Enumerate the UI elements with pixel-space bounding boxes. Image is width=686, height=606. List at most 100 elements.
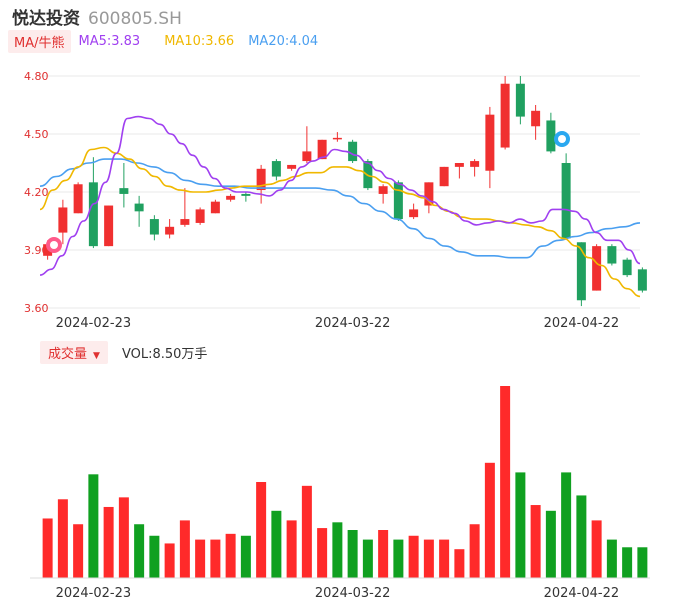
candle xyxy=(470,159,480,177)
volume-bar xyxy=(378,530,389,578)
candle-body xyxy=(149,219,159,235)
volume-bar xyxy=(500,386,511,578)
volume-bar xyxy=(256,482,267,578)
y-tick-label: 4.20 xyxy=(24,186,49,199)
candle xyxy=(531,105,541,140)
volume-bars xyxy=(42,386,648,578)
volume-bar xyxy=(103,506,114,578)
candle-body xyxy=(622,259,632,276)
bear-marker-dot xyxy=(558,135,566,143)
candle-body xyxy=(637,269,647,291)
volume-bar xyxy=(286,520,297,578)
price-y-axis: 4.80 4.50 4.20 3.90 3.60 xyxy=(24,70,49,315)
y-tick-label: 4.50 xyxy=(24,128,49,141)
candle-body xyxy=(119,188,129,194)
ma20-line xyxy=(39,158,641,259)
volume-bar xyxy=(240,535,251,578)
price-grid xyxy=(40,75,640,309)
volume-bar xyxy=(591,520,602,578)
bear-marker-icon xyxy=(554,131,570,147)
candle-body xyxy=(393,182,403,220)
candle-body xyxy=(134,203,144,212)
volume-bar xyxy=(210,539,221,578)
candle xyxy=(348,139,358,163)
candle-body xyxy=(531,110,541,127)
volume-bar xyxy=(469,524,480,578)
candle xyxy=(637,267,647,293)
candle-body xyxy=(439,166,449,187)
x-tick-label: 2024-02-23 xyxy=(56,316,132,331)
candle-body xyxy=(500,83,510,148)
candle-body xyxy=(592,246,602,291)
candle-body xyxy=(332,137,342,140)
candle xyxy=(58,199,68,245)
candle-body xyxy=(302,151,312,162)
candle xyxy=(576,242,586,307)
candle xyxy=(500,76,510,150)
candle xyxy=(561,153,571,239)
candlestick-series xyxy=(43,76,647,307)
volume-bar xyxy=(195,539,206,578)
candle-body xyxy=(515,83,525,117)
volume-bar xyxy=(408,535,419,578)
ma-lines xyxy=(39,115,641,298)
candle xyxy=(241,192,251,202)
candle-body xyxy=(607,246,617,264)
volume-bar xyxy=(423,539,434,578)
candle xyxy=(332,132,342,142)
candle-body xyxy=(104,205,114,247)
candle-body xyxy=(88,182,98,247)
candle xyxy=(287,164,297,171)
candle xyxy=(119,163,129,208)
volume-bar xyxy=(439,539,450,578)
volume-bar xyxy=(561,472,572,578)
volume-bar xyxy=(118,497,129,578)
candle-body xyxy=(287,164,297,169)
volume-bar xyxy=(149,535,160,578)
volume-bar xyxy=(454,549,465,578)
stock-code: 600805.SH xyxy=(88,9,182,29)
volume-toggle-label: 成交量 xyxy=(48,346,88,362)
volume-legend: 成交量 ▼ VOL:8.50万手 xyxy=(40,340,207,364)
candle-body xyxy=(378,186,388,194)
candle-body xyxy=(43,244,53,256)
y-tick-label: 4.80 xyxy=(24,70,49,83)
volume-bar xyxy=(362,539,373,578)
candle xyxy=(592,244,602,291)
candle-body xyxy=(58,207,68,233)
x-tick-label: 2024-03-22 xyxy=(315,586,391,601)
candle xyxy=(226,193,236,202)
candle xyxy=(515,76,525,125)
x-tick-label: 2024-02-23 xyxy=(56,586,132,601)
candle-body xyxy=(73,184,83,214)
stock-name: 悦达投资 xyxy=(12,9,80,29)
candle-body xyxy=(317,139,327,160)
candle xyxy=(180,188,190,227)
candle-body xyxy=(195,209,205,223)
volume-bar xyxy=(515,472,526,578)
candle xyxy=(393,180,403,221)
candle-body xyxy=(165,226,175,235)
volume-bar xyxy=(393,539,404,578)
volume-bar xyxy=(88,474,99,578)
bull-marker-dot xyxy=(50,241,58,249)
candle xyxy=(73,182,83,214)
volume-x-axis: 2024-02-23 2024-03-22 2024-04-22 xyxy=(56,586,620,601)
volume-bar xyxy=(622,547,633,578)
volume-bar xyxy=(545,510,556,578)
candle-body xyxy=(180,219,190,225)
volume-bar xyxy=(347,530,358,578)
candle-body xyxy=(409,209,419,218)
candle xyxy=(104,205,114,247)
candle xyxy=(317,139,327,160)
ma20-label: MA20:4.04 xyxy=(248,33,319,49)
volume-toggle-button[interactable]: 成交量 ▼ xyxy=(40,340,108,364)
volume-bar xyxy=(42,518,53,578)
ma5-label: MA5:3.83 xyxy=(78,33,141,49)
candle xyxy=(378,184,388,204)
ma-toggle-button[interactable]: MA/牛熊 xyxy=(8,29,71,53)
candle-body xyxy=(226,195,236,200)
x-tick-label: 2024-04-22 xyxy=(544,316,620,331)
caret-down-icon: ▼ xyxy=(93,350,100,361)
